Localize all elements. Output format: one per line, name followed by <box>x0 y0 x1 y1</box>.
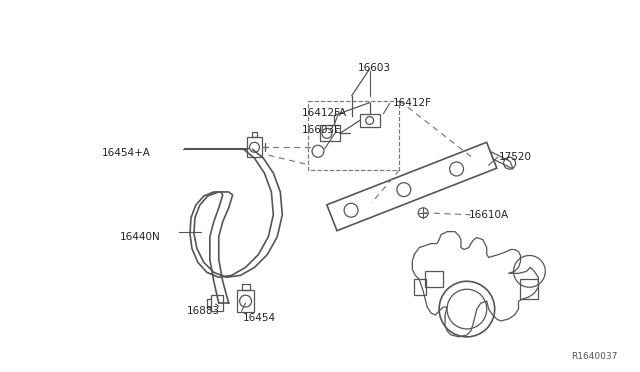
Text: 17520: 17520 <box>499 152 532 162</box>
Text: 16412F: 16412F <box>392 98 431 108</box>
Text: 16440N: 16440N <box>120 232 160 242</box>
Text: 16454+A: 16454+A <box>102 148 150 158</box>
Text: 16603E: 16603E <box>302 125 342 135</box>
Text: 16603: 16603 <box>358 63 390 73</box>
Text: R1640037: R1640037 <box>572 352 618 361</box>
Text: 16883: 16883 <box>187 306 220 316</box>
Text: 16412FA: 16412FA <box>302 108 348 118</box>
Text: 16454: 16454 <box>243 313 276 323</box>
Text: 16610A: 16610A <box>469 210 509 220</box>
